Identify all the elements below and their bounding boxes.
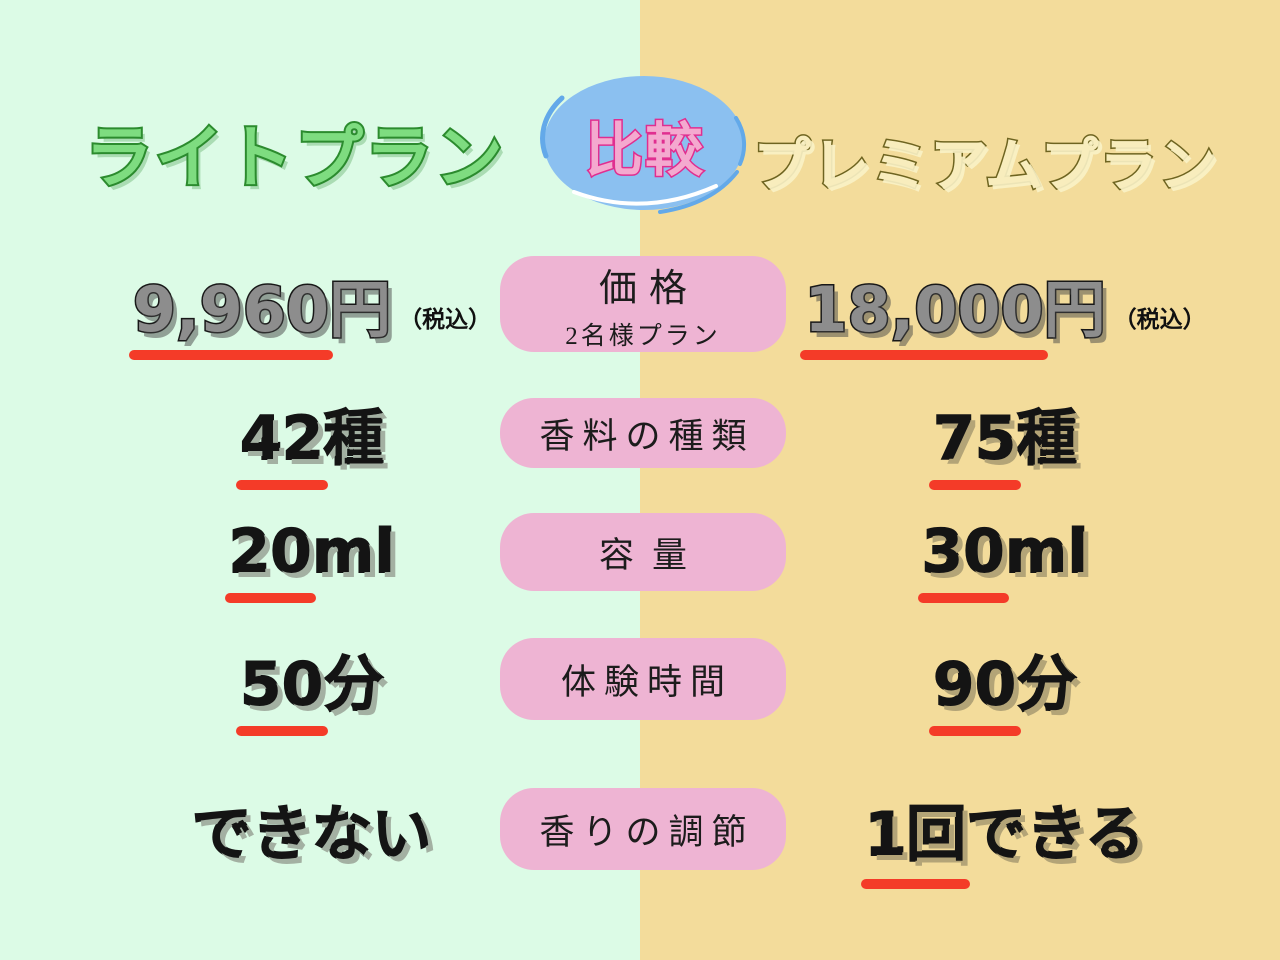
price-unit: 円 bbox=[328, 272, 393, 348]
right-plan-title: プレミアムプラン bbox=[751, 130, 1218, 201]
row-fragrance-types: 42種 香料の種類 75種 bbox=[0, 398, 1280, 490]
premium-plan-value-cell: 75種 bbox=[730, 398, 1280, 490]
label-pill: 容量 bbox=[500, 513, 786, 591]
row-label: 香料の種類 bbox=[539, 416, 755, 456]
row-sublabel: 2名様プラン bbox=[565, 322, 721, 350]
price-value: 9,960 bbox=[128, 272, 334, 360]
label-pill: 香料の種類 bbox=[500, 398, 786, 468]
row-label: 香りの調節 bbox=[539, 812, 755, 852]
value-emphasis: 20 bbox=[224, 516, 316, 603]
row-volume: 20ml 容量 30ml bbox=[0, 513, 1280, 603]
value-unit: 分 bbox=[1016, 649, 1078, 721]
label-pill: 価格 2名様プラン bbox=[500, 256, 786, 352]
premium-plan-value-cell: 90分 bbox=[730, 638, 1280, 736]
price-unit: 円 bbox=[1042, 272, 1107, 348]
compare-label: 比較 bbox=[583, 114, 705, 185]
tax-note: （税込） bbox=[1113, 307, 1206, 333]
value-emphasis: 50 bbox=[236, 649, 328, 736]
label-pill: 香りの調節 bbox=[500, 788, 786, 870]
tax-note: （税込） bbox=[399, 307, 492, 333]
label-cell: 容量 bbox=[500, 513, 786, 591]
light-plan-price-cell: 9,960円 （税込） bbox=[0, 256, 624, 360]
value-emphasis: 1回 bbox=[860, 786, 971, 889]
label-pill: 体験時間 bbox=[500, 638, 786, 720]
compare-badge: 比較 bbox=[540, 72, 750, 217]
label-cell-price: 価格 2名様プラン bbox=[500, 256, 786, 352]
value-emphasis: 75 bbox=[929, 403, 1021, 490]
value-text: できない bbox=[191, 799, 433, 871]
value-emphasis: 30 bbox=[917, 516, 1009, 603]
light-plan-price: 9,960円 （税込） bbox=[128, 259, 492, 360]
label-cell: 体験時間 bbox=[500, 638, 786, 720]
row-label: 価格 bbox=[598, 267, 699, 310]
value-unit: ml bbox=[311, 516, 396, 588]
light-plan-value-cell: 20ml bbox=[0, 513, 624, 603]
row-label: 体験時間 bbox=[560, 662, 733, 702]
light-plan-value-cell: 42種 bbox=[0, 398, 624, 490]
value-unit: 種 bbox=[323, 403, 385, 475]
value-emphasis: 42 bbox=[236, 403, 328, 490]
row-experience-time: 50分 体験時間 90分 bbox=[0, 638, 1280, 736]
label-cell: 香りの調節 bbox=[500, 788, 786, 870]
light-plan-value-cell: 50分 bbox=[0, 638, 624, 736]
premium-plan-value-cell: 1回できる bbox=[730, 786, 1280, 889]
value-unit: 分 bbox=[323, 649, 385, 721]
value-unit: ml bbox=[1004, 516, 1089, 588]
premium-plan-price: 18,000円 （税込） bbox=[800, 259, 1206, 360]
row-price: 9,960円 （税込） 価格 2名様プラン 18,000円 （税込） bbox=[0, 256, 1280, 360]
value-emphasis: 90 bbox=[929, 649, 1021, 736]
row-label: 容量 bbox=[598, 535, 705, 575]
price-value: 18,000 bbox=[800, 272, 1048, 360]
row-scent-adjustment: できない 香りの調節 1回できる bbox=[0, 786, 1280, 889]
label-cell: 香料の種類 bbox=[500, 398, 786, 468]
value-unit: 種 bbox=[1016, 403, 1078, 475]
brush-circle-icon bbox=[540, 76, 747, 214]
left-plan-title: ライトプラン bbox=[83, 117, 505, 200]
value-text: できる bbox=[965, 799, 1146, 871]
premium-plan-price-cell: 18,000円 （税込） bbox=[730, 256, 1280, 360]
premium-plan-value-cell: 30ml bbox=[730, 513, 1280, 603]
light-plan-value-cell: できない bbox=[0, 788, 624, 871]
